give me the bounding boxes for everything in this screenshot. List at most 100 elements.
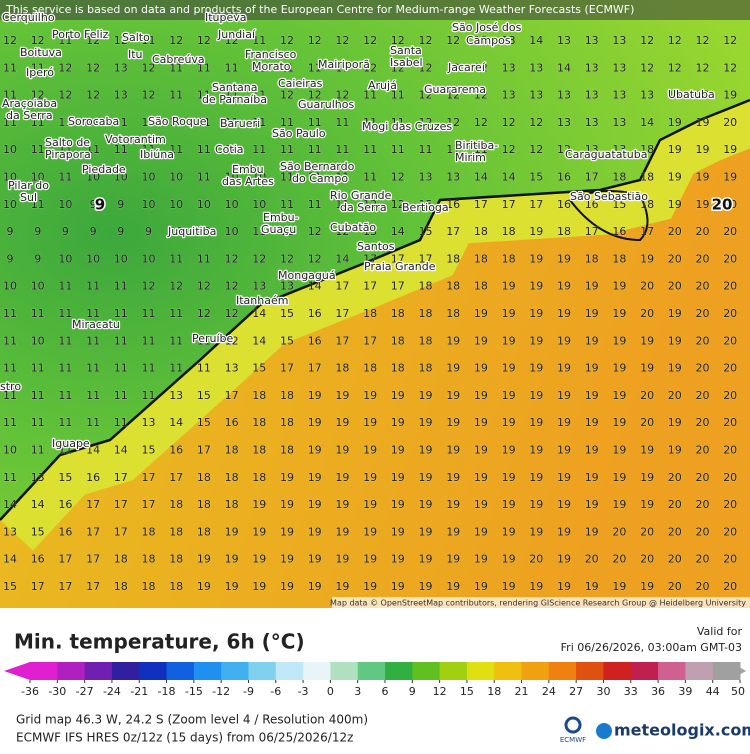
- grid-value: 18: [363, 362, 377, 375]
- grid-value: 19: [419, 525, 433, 538]
- grid-value: 19: [529, 334, 543, 347]
- grid-value: 15: [419, 198, 433, 211]
- colorbar-label: 3: [354, 685, 361, 698]
- legend-title: Min. temperature, 6h (°C): [14, 630, 305, 654]
- grid-value: 19: [474, 444, 488, 457]
- place: Itu: [128, 48, 143, 61]
- grid-value: 12: [58, 89, 72, 102]
- grid-value: 20: [640, 307, 654, 320]
- place: Votorantim: [105, 133, 166, 146]
- grid-value: 19: [696, 116, 710, 129]
- grid-value: 16: [557, 198, 571, 211]
- grid-value: 19: [557, 334, 571, 347]
- grid-value: 10: [169, 225, 183, 238]
- grid-value: 18: [391, 307, 405, 320]
- grid-value: 19: [446, 553, 460, 566]
- grid-value: 19: [668, 416, 682, 429]
- grid-value: 18: [502, 225, 516, 238]
- grid-value: 11: [197, 143, 211, 156]
- grid-value: 19: [557, 280, 571, 293]
- grid-value: 10: [142, 252, 156, 265]
- grid-value: 17: [58, 580, 72, 593]
- grid-value: 15: [197, 416, 211, 429]
- grid-value: 19: [335, 471, 349, 484]
- colorbar-segment: [630, 662, 659, 680]
- colorbar-segment: [548, 662, 577, 680]
- grid-value: 13: [31, 471, 45, 484]
- grid-value: 19: [529, 307, 543, 320]
- grid-value: 19: [391, 498, 405, 511]
- grid-value: 20: [696, 580, 710, 593]
- grid-value: 11: [31, 116, 45, 129]
- grid-value: 20: [723, 525, 737, 538]
- grid-value: 9: [62, 225, 69, 238]
- grid-value: 17: [86, 580, 100, 593]
- grid-value: 10: [31, 171, 45, 184]
- grid-value: 11: [114, 307, 128, 320]
- grid-value: 20: [723, 498, 737, 511]
- grid-value: 18: [419, 362, 433, 375]
- grid-value: 12: [308, 34, 322, 47]
- grid-value: 18: [419, 280, 433, 293]
- grid-value: 20: [668, 525, 682, 538]
- grid-value: 19: [335, 444, 349, 457]
- place: Arujá: [368, 79, 397, 92]
- grid-value: 19: [363, 525, 377, 538]
- grid-value: 19: [529, 498, 543, 511]
- place: Mongaguá: [278, 269, 336, 282]
- grid-value: 19: [474, 525, 488, 538]
- grid-value: 12: [58, 61, 72, 74]
- grid-value: 19: [557, 444, 571, 457]
- grid-value: 19: [557, 416, 571, 429]
- grid-value: 16: [612, 225, 626, 238]
- grid-value: 12: [86, 34, 100, 47]
- colorbar-label: -30: [48, 685, 66, 698]
- grid-value: 19: [252, 553, 266, 566]
- colorbar-segment: [603, 662, 632, 680]
- grid-value: 11: [114, 416, 128, 429]
- grid-value: 19: [668, 198, 682, 211]
- grid-value: 15: [252, 362, 266, 375]
- grid-value: 11: [252, 225, 266, 238]
- grid-value: 20: [696, 471, 710, 484]
- grid-value: 12: [335, 225, 349, 238]
- grid-value: 19: [446, 498, 460, 511]
- grid-value: 12: [446, 116, 460, 129]
- place: Cerquilho: [2, 11, 55, 24]
- grid-value: 11: [86, 416, 100, 429]
- grid-value: 12: [474, 61, 488, 74]
- grid-value: 10: [58, 198, 72, 211]
- grid-value: 19: [502, 471, 516, 484]
- grid-value: 19: [280, 498, 294, 511]
- grid-value: 11: [391, 116, 405, 129]
- grid-value: 20: [668, 498, 682, 511]
- grid-value: 19: [363, 416, 377, 429]
- grid-value: 19: [419, 553, 433, 566]
- ecmwf-logo: ECMWF: [560, 736, 586, 744]
- contour-label: 20: [712, 196, 733, 214]
- grid-value: 12: [363, 34, 377, 47]
- grid-value: 11: [280, 143, 294, 156]
- colorbar-segment: [275, 662, 304, 680]
- grid-value: 20: [696, 252, 710, 265]
- grid-value: 12: [446, 34, 460, 47]
- grid-value: 12: [225, 34, 239, 47]
- grid-value: 20: [723, 444, 737, 457]
- grid-value: 9: [90, 225, 97, 238]
- place: São Paulo: [272, 127, 326, 140]
- grid-value: 11: [308, 143, 322, 156]
- grid-value: 17: [114, 525, 128, 538]
- grid-value: 14: [557, 61, 571, 74]
- grid-value: 9: [117, 225, 124, 238]
- grid-value: 18: [640, 143, 654, 156]
- grid-value: 16: [31, 553, 45, 566]
- grid-value: 19: [391, 580, 405, 593]
- grid-value: 17: [474, 198, 488, 211]
- place: Pirapora: [45, 148, 91, 161]
- grid-value: 19: [557, 525, 571, 538]
- grid-value: 13: [612, 61, 626, 74]
- grid-value: 12: [391, 61, 405, 74]
- grid-value: 10: [142, 171, 156, 184]
- grid-value: 20: [723, 389, 737, 402]
